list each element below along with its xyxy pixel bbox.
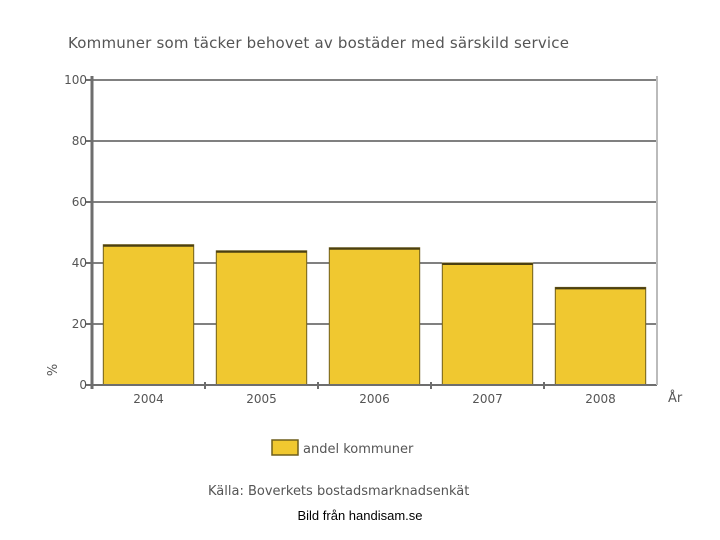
x-tick-label: 2005 — [246, 392, 277, 406]
image-credit: Bild från handisam.se — [297, 508, 423, 523]
bar-2004 — [102, 244, 195, 386]
bar-2006 — [328, 247, 421, 386]
y-tick-label: 100 — [64, 73, 87, 87]
source-note: Källa: Boverkets bostadsmarknadsenkät — [208, 484, 470, 499]
bar-2005 — [215, 250, 308, 386]
bar-2008 — [554, 286, 647, 386]
y-tick-label: 20 — [72, 317, 87, 331]
x-tick-label: 2008 — [585, 392, 616, 406]
chart-title: Kommuner som täcker behovet av bostäder … — [68, 34, 570, 52]
y-tick-label: 80 — [72, 134, 87, 148]
legend: andel kommuner — [271, 439, 414, 457]
axes — [90, 76, 658, 389]
x-tick-labels: 2004 2005 2006 2007 2008 — [133, 382, 616, 406]
bars — [102, 244, 647, 386]
x-tick-label: 2007 — [472, 392, 503, 406]
y-axis-label: % — [46, 364, 61, 376]
legend-swatch — [271, 439, 299, 456]
y-tick-labels: 0 20 40 60 80 100 — [64, 73, 92, 392]
x-axis-label: År — [668, 390, 683, 406]
x-tick-label: 2006 — [359, 392, 390, 406]
y-tick-label: 60 — [72, 195, 87, 209]
x-tick-label: 2004 — [133, 392, 164, 406]
y-tick-label: 40 — [72, 256, 87, 270]
y-tick-label: 0 — [79, 378, 87, 392]
bar-2007 — [441, 262, 534, 386]
legend-label: andel kommuner — [303, 442, 414, 457]
